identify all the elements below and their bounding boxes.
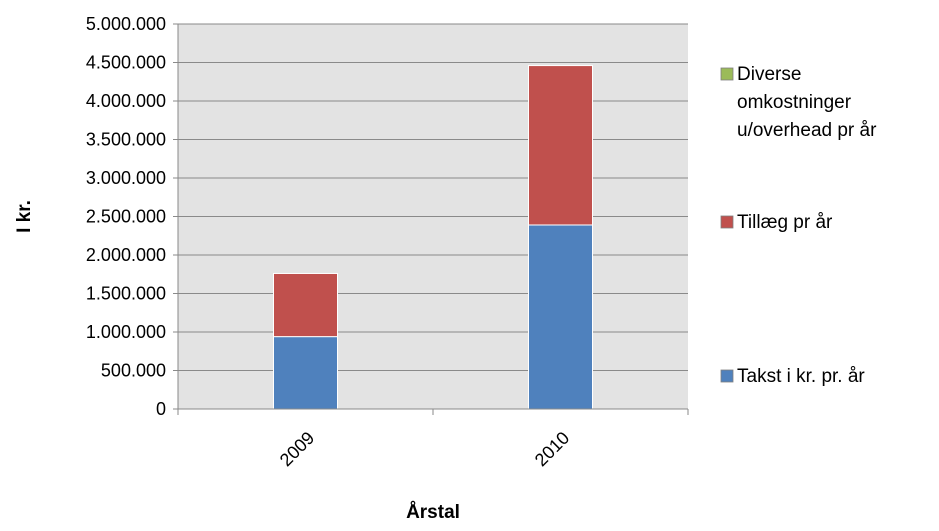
axes (173, 23, 689, 415)
x-tick-label: 2009 (276, 428, 318, 470)
y-tick-label: 1.000.000 (86, 322, 166, 342)
bar-segment-2010-s0 (528, 224, 593, 410)
legend: Diverse omkostninger u/overhead pr år Tillæ… (720, 64, 877, 387)
legend-swatch-s2 (720, 67, 734, 81)
x-tick-labels: 2009 2010 (276, 428, 573, 470)
y-tick-label: 0 (156, 399, 166, 419)
bars (273, 65, 593, 410)
legend-label-s1: Tillæg pr år (737, 212, 833, 233)
legend-label-s2: u/overhead pr år (737, 120, 877, 141)
y-tick-label: 1.500.000 (86, 284, 166, 304)
y-tick-label: 2.500.000 (86, 207, 166, 227)
y-tick-labels: 0 500.000 1.000.000 1.500.000 2.000.000 2.500… (86, 14, 166, 419)
y-tick-label: 4.000.000 (86, 91, 166, 111)
y-tick-label: 500.000 (101, 361, 166, 381)
legend-label-s0: Takst i kr. pr. år (737, 366, 865, 387)
gridlines (178, 23, 688, 371)
y-tick-label: 2.000.000 (86, 245, 166, 265)
bar-segment-2009-s1 (273, 272, 338, 338)
bar-segment-2010-s1 (528, 65, 593, 226)
bar-segment-2009-s0 (273, 336, 338, 410)
legend-label-s2: Diverse (737, 64, 801, 85)
y-tick-label: 3.000.000 (86, 168, 166, 188)
y-tick-label: 4.500.000 (86, 53, 166, 73)
legend-swatch-s1 (720, 215, 734, 229)
legend-swatch-s0 (720, 369, 734, 383)
x-axis-title: Årstal (406, 502, 460, 523)
y-tick-label: 5.000.000 (86, 14, 166, 34)
y-axis-title: I kr. (14, 200, 35, 233)
x-tick-label: 2010 (531, 428, 573, 470)
legend-label-s2: omkostninger (737, 92, 852, 113)
y-tick-label: 3.500.000 (86, 130, 166, 150)
